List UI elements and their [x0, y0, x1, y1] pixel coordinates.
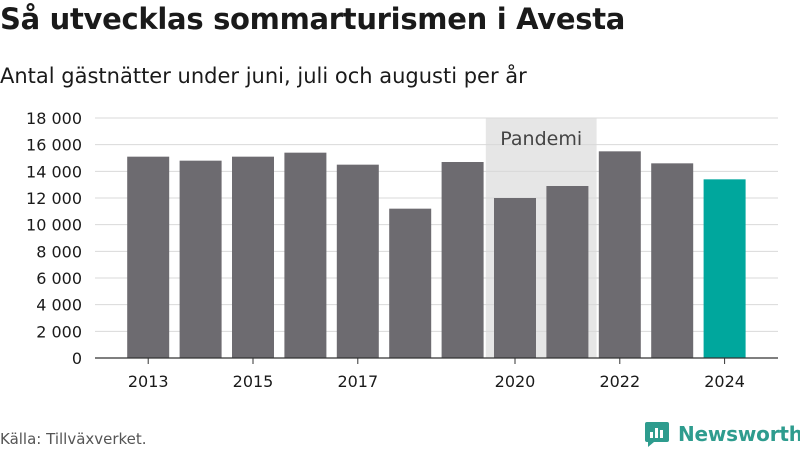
y-tick-label: 6 000: [36, 269, 82, 288]
bar-2015: [232, 156, 274, 358]
pandemic-label: Pandemi: [500, 128, 582, 150]
x-tick-label: 2022: [599, 372, 640, 391]
bar-2020: [494, 198, 536, 358]
y-tick-label: 14 000: [26, 162, 82, 181]
bar-2023: [651, 163, 694, 358]
brand-logo: Newsworthy: [644, 420, 800, 448]
y-tick-label: 10 000: [26, 216, 82, 235]
chart-title: Så utvecklas sommarturismen i Avesta: [0, 2, 626, 36]
newsworthy-icon: [645, 422, 669, 447]
y-tick-label: 2 000: [36, 322, 82, 341]
chart-subtitle: Antal gästnätter under juni, juli och au…: [0, 64, 527, 88]
source-note: Källa: Tillväxverket.: [0, 430, 147, 448]
bar-2019: [441, 162, 484, 358]
bar-2021: [546, 186, 589, 358]
bar-2024: [703, 179, 746, 358]
x-tick-label: 2020: [495, 372, 536, 391]
x-tick-label: 2015: [233, 372, 274, 391]
y-tick-label: 8 000: [36, 242, 82, 261]
bar-2022: [598, 151, 641, 358]
bar-2013: [127, 156, 170, 358]
y-tick-label: 0: [72, 349, 82, 368]
y-tick-label: 4 000: [36, 296, 82, 315]
bar-2014: [179, 160, 222, 358]
y-tick-label: 18 000: [26, 109, 82, 128]
x-tick-label: 2017: [337, 372, 378, 391]
x-tick-label: 2013: [128, 372, 169, 391]
bar-2018: [389, 208, 432, 358]
bar-2017: [336, 164, 379, 358]
brand-name: Newsworthy: [678, 422, 800, 446]
x-tick-label: 2024: [704, 372, 745, 391]
bar-2016: [284, 152, 327, 358]
y-tick-label: 12 000: [26, 189, 82, 208]
y-tick-label: 16 000: [26, 136, 82, 155]
bar-chart: 0 2 000 4 000 6 000 8 000 10 000 12 000 14 000 1…: [26, 109, 778, 391]
